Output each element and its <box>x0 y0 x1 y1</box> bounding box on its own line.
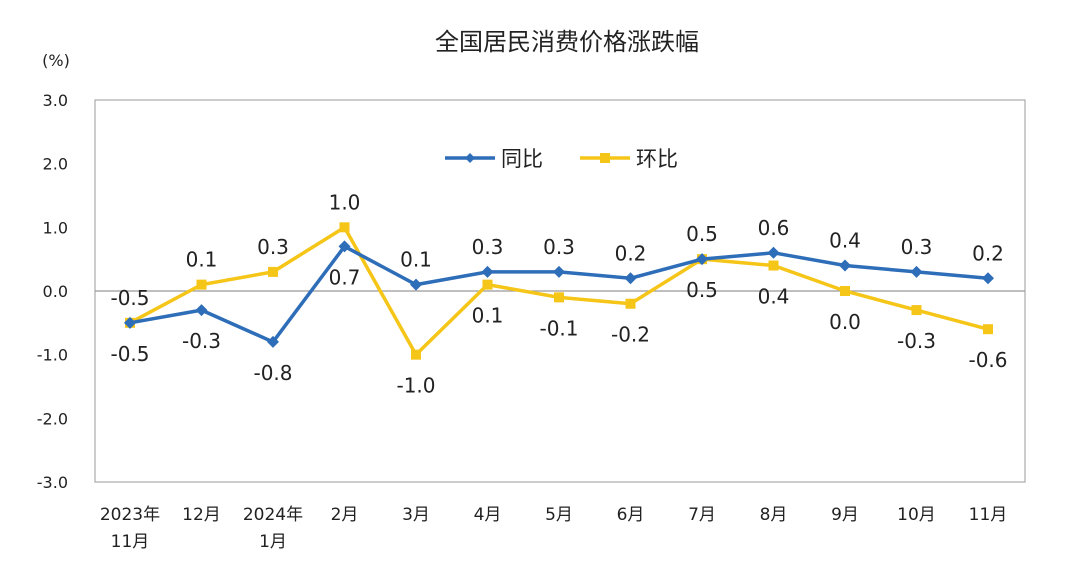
x-tick-label: 11月 <box>111 532 150 552</box>
data-point <box>124 316 136 329</box>
x-tick-label: 12月 <box>182 505 221 525</box>
y-tick-label: 2.0 <box>43 155 68 174</box>
data-point <box>910 265 923 278</box>
data-label: 0.4 <box>829 229 861 253</box>
x-tick-label: 8月 <box>760 505 788 525</box>
data-point <box>482 279 493 290</box>
legend-label: 环比 <box>636 147 678 171</box>
data-point <box>267 335 279 348</box>
data-label: 0.2 <box>972 241 1004 265</box>
data-label: -0.5 <box>110 286 149 310</box>
x-tick-label: 3月 <box>402 505 430 525</box>
data-point <box>767 246 780 259</box>
data-label: 0.5 <box>686 222 718 246</box>
x-tick-label: 2023年 <box>100 505 160 525</box>
series-0 <box>124 240 994 348</box>
y-tick-label: -2.0 <box>37 409 68 428</box>
x-tick-label: 1月 <box>259 532 287 552</box>
x-tick-label: 2月 <box>331 505 359 525</box>
data-label: 0.3 <box>257 235 289 259</box>
legend-label: 同比 <box>501 147 543 171</box>
data-label: 0.5 <box>686 278 718 302</box>
data-label: -0.2 <box>611 323 650 347</box>
data-point <box>339 222 350 233</box>
data-point <box>554 292 564 303</box>
y-tick-label: -1.0 <box>37 346 68 365</box>
data-label: 0.4 <box>758 285 790 309</box>
y-tick-label: 1.0 <box>43 218 68 237</box>
data-point <box>624 272 637 285</box>
data-point <box>338 240 351 253</box>
data-point <box>911 305 922 316</box>
data-label: 0.0 <box>829 310 861 334</box>
data-point <box>768 260 779 271</box>
data-point <box>481 265 494 278</box>
data-point <box>553 265 565 278</box>
legend-item-0: 同比 <box>445 147 543 171</box>
data-label: 0.7 <box>329 265 361 289</box>
data-label: 0.6 <box>758 216 790 240</box>
data-label: -0.3 <box>182 329 221 353</box>
data-point <box>625 298 636 309</box>
legend-marker-icon <box>465 153 475 163</box>
x-tick-label: 6月 <box>617 505 645 525</box>
data-label: 0.1 <box>186 248 218 272</box>
data-point <box>982 272 994 285</box>
data-label: -0.8 <box>253 361 292 385</box>
data-point <box>983 324 993 335</box>
data-label: -0.5 <box>110 342 149 366</box>
data-label: -0.1 <box>539 316 578 340</box>
data-label: 0.3 <box>901 235 933 259</box>
x-tick-label: 2024年 <box>243 505 303 525</box>
data-point <box>410 278 422 291</box>
x-tick-label: 9月 <box>831 505 859 525</box>
legend-marker-icon <box>600 153 610 163</box>
y-tick-label: -3.0 <box>37 473 68 492</box>
legend-item-1: 环比 <box>580 147 678 171</box>
data-point <box>195 304 208 317</box>
data-label: 0.2 <box>615 241 647 265</box>
data-label: 1.0 <box>329 190 361 214</box>
data-point <box>696 253 708 266</box>
y-axis-unit-label: (%) <box>42 51 70 70</box>
chart-title: 全国居民消费价格涨跌幅 <box>435 28 699 56</box>
data-point <box>411 349 421 360</box>
data-point <box>840 286 850 296</box>
x-tick-label: 7月 <box>688 505 716 525</box>
y-tick-label: 0.0 <box>43 282 68 301</box>
data-label: 0.1 <box>400 248 432 272</box>
data-point <box>839 259 851 272</box>
x-tick-label: 11月 <box>969 505 1008 525</box>
data-label: 0.3 <box>472 235 504 259</box>
data-label: -0.3 <box>897 329 936 353</box>
data-label: 0.3 <box>543 235 575 259</box>
data-label: -0.6 <box>968 348 1007 372</box>
y-tick-label: 3.0 <box>43 91 68 110</box>
x-tick-label: 10月 <box>897 505 936 525</box>
data-label: -1.0 <box>396 374 435 398</box>
x-tick-label: 5月 <box>545 505 573 525</box>
x-tick-label: 4月 <box>474 505 502 525</box>
data-point <box>268 266 278 277</box>
data-point <box>196 279 207 290</box>
data-label: 0.1 <box>472 304 504 328</box>
